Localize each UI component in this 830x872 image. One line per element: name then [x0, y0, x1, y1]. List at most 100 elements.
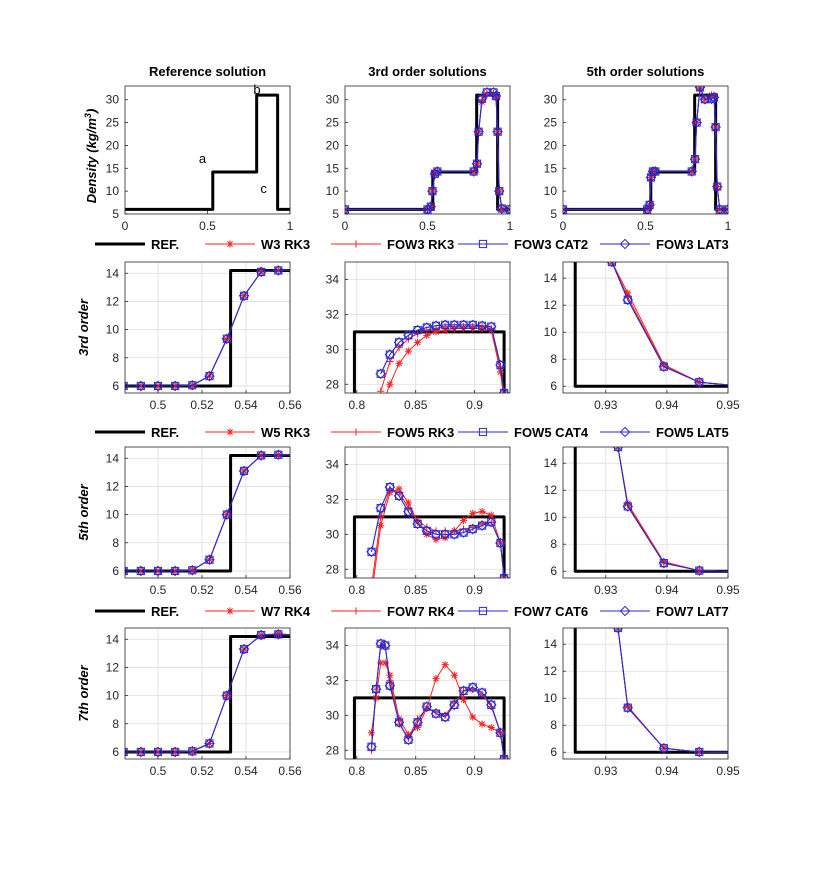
legend-label: FOW7 RK4 [387, 604, 455, 619]
x-tick-label: 0.95 [716, 398, 740, 412]
y-tick-label: 20 [106, 138, 120, 152]
legend-marker [478, 606, 488, 616]
data-point [221, 333, 233, 345]
x-tick-label: 0.54 [234, 583, 258, 597]
series-fow7-lat7 [125, 629, 290, 758]
data-point [487, 723, 495, 732]
x-tick-label: 0 [560, 219, 567, 233]
data-point [493, 185, 505, 197]
data-point [393, 490, 405, 502]
row-label: 3rd order [76, 298, 91, 356]
data-point [714, 204, 726, 214]
data-point [135, 380, 147, 392]
x-tick-label: 0.54 [234, 764, 258, 778]
data-point [222, 691, 231, 700]
data-point [476, 93, 488, 105]
data-point [422, 702, 431, 711]
data-point [498, 753, 510, 759]
data-point [385, 483, 395, 492]
data-point [205, 555, 214, 564]
axes-box [562, 446, 729, 579]
data-point [469, 509, 477, 517]
series-line [125, 454, 290, 572]
data-point [477, 688, 487, 697]
row-label: 5th order [76, 483, 91, 540]
x-tick-label: 0.94 [655, 583, 679, 597]
data-point [238, 465, 250, 477]
series-line [125, 269, 290, 387]
series-line [573, 447, 728, 573]
series-line [125, 93, 290, 211]
data-point [485, 699, 497, 711]
legend-item: FOW5 LAT5 [600, 425, 729, 440]
legend-marker [478, 427, 488, 437]
y-tick-label: 14 [544, 456, 558, 470]
y-tick-label: 10 [106, 508, 120, 522]
x-tick-label: 0.5 [199, 219, 216, 233]
x-tick-label: 0.5 [150, 764, 167, 778]
chart-title: Reference solution [149, 64, 266, 79]
legend-label: FOW3 CAT2 [514, 237, 588, 252]
axes-box [344, 261, 511, 394]
data-point [650, 166, 661, 177]
x-tick-label: 0.5 [150, 583, 167, 597]
data-point [427, 185, 438, 197]
data-point [384, 349, 396, 360]
legend-item: W5 RK3 [205, 425, 310, 440]
data-point [485, 321, 497, 332]
data-point [647, 166, 659, 177]
data-point [476, 520, 488, 531]
data-point [367, 547, 376, 556]
data-point [468, 683, 477, 692]
chart-r1c1: 0.5 0.52 0.54 0.56 6 8 10 12 14 3rd order [76, 261, 302, 412]
y-tick-label: 32 [326, 307, 340, 321]
data-point [377, 513, 385, 521]
data-point [624, 289, 632, 297]
y-tick-label: 12 [544, 664, 558, 678]
data-point [205, 371, 214, 381]
chart-r3c3: 0.93 0.94 0.95 6 8 10 12 14 [544, 627, 740, 778]
x-tick-label: 0.85 [404, 764, 428, 778]
x-tick-label: 0.5 [419, 219, 436, 233]
legend-label: FOW3 LAT3 [656, 237, 729, 252]
y-tick-label: 6 [112, 379, 119, 393]
y-tick-label: 8 [112, 717, 119, 731]
plot-area [563, 628, 728, 759]
data-point [432, 675, 440, 683]
x-tick-label: 0.56 [278, 398, 302, 412]
data-point [430, 320, 442, 332]
y-tick-label: 10 [544, 691, 558, 705]
y-tick-label: 15 [106, 161, 120, 175]
data-point [393, 337, 405, 348]
chart-r2c1: 0.5 0.52 0.54 0.56 6 8 10 12 14 5th order [76, 446, 302, 597]
data-point [366, 546, 377, 558]
legend-label: W5 RK3 [261, 425, 310, 440]
x-tick-label: 0.94 [655, 398, 679, 412]
data-point [441, 661, 449, 669]
x-tick-label: 1 [725, 219, 732, 233]
series-fow3-lat3 [125, 265, 290, 392]
data-point [125, 747, 129, 756]
plot-area [125, 628, 290, 759]
series-line [345, 91, 510, 210]
axes-box [344, 446, 511, 579]
data-point [689, 153, 701, 165]
series-line [611, 262, 728, 386]
legend-label: FOW5 CAT4 [514, 425, 589, 440]
data-point [404, 347, 413, 355]
legend-label: FOW5 LAT5 [656, 425, 729, 440]
data-point [413, 718, 422, 727]
data-point [693, 565, 705, 576]
series-fow3-lat3 [375, 319, 510, 393]
legend-item: FOW3 RK3 [331, 237, 454, 252]
data-point [488, 87, 499, 98]
data-point [686, 166, 698, 177]
data-point [658, 742, 670, 754]
data-point [221, 690, 233, 701]
series-line [125, 633, 290, 753]
chart-r1c3: 0.93 0.94 0.95 6 8 10 12 14 [544, 261, 740, 412]
data-point [412, 518, 423, 530]
